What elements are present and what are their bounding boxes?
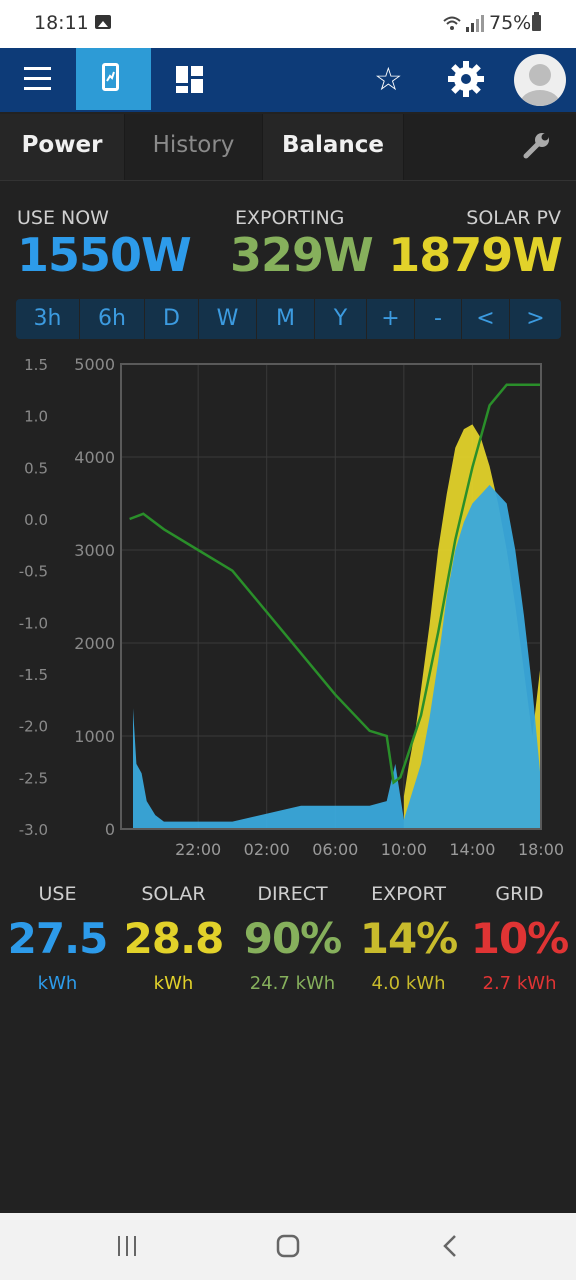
exporting-value: 329W <box>230 228 374 282</box>
y2-tick-label: 1.0 <box>24 408 48 426</box>
avatar-icon[interactable] <box>514 54 566 106</box>
gear-icon[interactable] <box>446 59 486 103</box>
range-year-button[interactable]: Y <box>315 299 367 339</box>
y2-tick-label: 1.5 <box>24 356 48 374</box>
summary-direct-energy: 24.7 kWh <box>249 973 336 994</box>
solar-pv-label: SOLAR PV <box>466 207 561 229</box>
y-tick-label: 1000 <box>74 727 115 746</box>
use-now-value: 1550W <box>17 228 192 282</box>
system-nav-bar <box>0 1213 576 1280</box>
y2-tick-label: -2.0 <box>19 718 48 736</box>
y-tick-label: 2000 <box>74 634 115 653</box>
recents-icon[interactable] <box>116 1235 138 1257</box>
summary-solar-unit: kWh <box>153 973 194 994</box>
tab-history[interactable]: History <box>152 132 235 158</box>
y2-tick-label: -1.5 <box>19 666 48 684</box>
zoom-out-button[interactable]: - <box>415 299 462 339</box>
wrench-icon[interactable] <box>522 130 552 164</box>
y2-tick-label: -2.5 <box>19 769 48 787</box>
summary-solar-label: SOLAR <box>141 883 206 905</box>
status-bar: 18:11 75% <box>0 0 576 48</box>
tab-balance[interactable]: Balance <box>262 114 404 180</box>
summary-use-label: USE <box>38 883 77 905</box>
summary-grid-value: 10% <box>470 914 570 963</box>
battery-icon <box>532 12 541 31</box>
range-3h-button[interactable]: 3h <box>16 299 80 339</box>
x-tick-label: 18:00 <box>518 840 564 859</box>
y-tick-label: 3000 <box>74 541 115 560</box>
status-time: 18:11 <box>34 12 89 34</box>
use-now-label: USE NOW <box>17 207 109 229</box>
image-notification-icon <box>95 15 111 29</box>
summary-export-label: EXPORT <box>371 883 446 905</box>
phone-chart-icon <box>102 63 119 91</box>
summary-grid-label: GRID <box>495 883 544 905</box>
y2-tick-label: -1.0 <box>19 614 48 632</box>
range-day-button[interactable]: D <box>145 299 199 339</box>
chart-border <box>120 363 542 830</box>
power-chart[interactable]: 22:00 02:00 06:00 10:00 14:00 18:00 5000 4000 30… <box>0 350 576 865</box>
home-icon[interactable] <box>276 1234 300 1258</box>
star-icon[interactable]: ☆ <box>374 60 403 98</box>
tab-bar: Power History Balance <box>0 114 576 181</box>
battery-percent: 75% <box>489 12 532 34</box>
range-week-button[interactable]: W <box>199 299 257 339</box>
secondary-series-line <box>129 383 541 785</box>
exporting-label: EXPORTING <box>235 207 345 229</box>
dashboard-icon[interactable] <box>176 66 204 94</box>
next-button[interactable]: > <box>526 306 545 331</box>
wifi-signal-icon <box>442 14 486 38</box>
y2-tick-label: -3.0 <box>19 821 48 839</box>
summary-export-energy: 4.0 kWh <box>371 973 446 994</box>
summary-use-unit: kWh <box>37 973 78 994</box>
x-tick-label: 22:00 <box>175 840 221 859</box>
y-tick-label: 4000 <box>74 448 115 467</box>
hamburger-icon[interactable] <box>24 67 51 91</box>
app-bar: ☆ <box>0 48 576 112</box>
y2-tick-label: 0.5 <box>24 459 48 477</box>
summary-use-value: 27.5 <box>7 914 109 963</box>
use-series-area <box>133 484 541 829</box>
range-selector: 3h 6h D W M Y + - < > <box>16 299 561 339</box>
zoom-in-button[interactable]: + <box>367 299 415 339</box>
summary-grid-energy: 2.7 kWh <box>482 973 557 994</box>
y2-tick-label: -0.5 <box>19 563 48 581</box>
x-tick-label: 14:00 <box>449 840 495 859</box>
x-tick-label: 10:00 <box>381 840 427 859</box>
y2-tick-label: 0.0 <box>24 511 48 529</box>
summary-direct-value: 90% <box>243 914 343 963</box>
x-tick-label: 06:00 <box>312 840 358 859</box>
solar-pv-value: 1879W <box>388 228 563 282</box>
range-6h-button[interactable]: 6h <box>80 299 145 339</box>
back-icon[interactable] <box>440 1234 460 1258</box>
previous-button[interactable]: < <box>462 299 510 339</box>
x-tick-label: 02:00 <box>244 840 290 859</box>
summary-solar-value: 28.8 <box>123 914 225 963</box>
range-month-button[interactable]: M <box>257 299 315 339</box>
tab-power[interactable]: Power <box>0 114 125 180</box>
y-tick-label: 5000 <box>74 355 115 374</box>
summary-export-value: 14% <box>359 914 459 963</box>
summary-direct-label: DIRECT <box>257 883 328 905</box>
app-button-active[interactable] <box>76 48 151 110</box>
y-tick-label: 0 <box>105 820 115 839</box>
